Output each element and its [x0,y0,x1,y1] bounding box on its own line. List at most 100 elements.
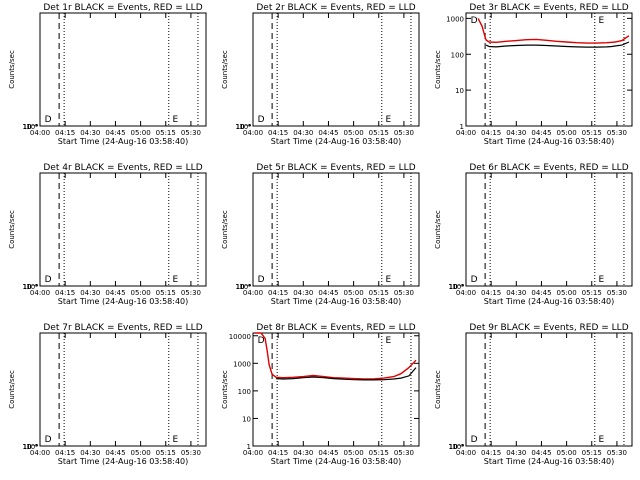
y-tick-label: 10⁻⁵ [236,283,252,291]
x-tick-label: 04:15 [268,289,288,297]
panel-4: Det 4r BLACK = Events, RED = LLD 10⁰10⁻¹1… [8,163,207,306]
x-tick-label: 04:30 [293,449,313,457]
y-tick-label: 10⁻⁴ [449,283,465,291]
x-tick-label: 04:15 [55,129,75,137]
y-tick-label: 10⁻¹ [23,123,39,131]
panel-1: Det 1r BLACK = Events, RED = LLD 10⁰10⁻¹1… [8,3,207,146]
y-tick-label: 10000 [229,333,251,341]
lld-series-line [255,332,417,380]
y-tick-label: 10⁻³ [23,443,39,451]
y-tick-label: 10⁻⁴ [23,123,39,131]
x-tick-label: 04:15 [481,129,501,137]
x-tick-label: 04:45 [105,289,125,297]
x-tick-label: 05:15 [582,449,602,457]
x-tick-label: 05:30 [181,129,201,137]
x-tick-label: 04:45 [531,129,551,137]
x-tick-label: 05:15 [582,289,602,297]
x-tick-label: 05:15 [156,289,176,297]
y-tick-label: 10⁻³ [23,123,39,131]
y-tick-label: 10⁻⁴ [23,443,39,451]
y-tick-label: 10⁻³ [23,283,39,291]
y-tick-label: 10⁻² [236,123,252,131]
y-tick-label: 10⁻⁶ [449,283,465,291]
plot-frame [465,172,633,287]
y-tick-label: 10⁻¹ [449,283,465,291]
x-tick-label: 05:00 [557,129,577,137]
x-tick-label: 04:00 [456,289,476,297]
y-tick-label: 100 [238,388,251,396]
y-tick-label: 10⁻¹ [23,283,39,291]
x-tick-label: 04:00 [243,289,263,297]
marker-label: D [258,275,265,285]
y-tick-label: 10⁻⁵ [23,123,39,131]
x-axis-label: Start Time (24-Aug-16 03:58:40) [484,297,615,306]
y-axis-label: Counts/sec [8,370,16,409]
x-tick-label: 04:15 [481,289,501,297]
plot-frame [39,332,207,447]
x-tick-label: 04:30 [293,289,313,297]
marker-label: D [471,275,478,285]
y-tick-label: 10⁻⁶ [23,283,39,291]
x-axis-label: Start Time (24-Aug-16 03:58:40) [484,457,615,466]
y-tick-label: 10⁻⁵ [449,443,465,451]
panel-5: Det 5r BLACK = Events, RED = LLD 10⁰10⁻¹1… [221,163,420,306]
y-tick-label: 10⁻³ [236,123,252,131]
panel-title: Det 5r BLACK = Events, RED = LLD [256,163,415,173]
y-tick-label: 10⁻² [449,283,465,291]
x-tick-label: 04:45 [105,449,125,457]
y-axis-label: Counts/sec [434,210,442,249]
marker-label: E [172,115,178,125]
y-tick-label: 10⁻³ [449,443,465,451]
plot-frame [252,332,420,447]
x-tick-label: 04:45 [318,449,338,457]
y-tick-label: 10⁻⁵ [23,283,39,291]
plot-frame [39,172,207,287]
y-tick-label: 10⁻⁶ [23,123,39,131]
x-tick-label: 04:30 [80,289,100,297]
x-tick-label: 04:00 [30,449,50,457]
x-tick-label: 05:00 [557,289,577,297]
panel-title: Det 9r BLACK = Events, RED = LLD [469,323,628,333]
y-tick-label: 10⁻² [449,443,465,451]
x-tick-label: 04:00 [30,289,50,297]
y-axis-label: Counts/sec [221,370,229,409]
x-tick-label: 05:30 [607,289,627,297]
x-tick-label: 05:00 [131,449,151,457]
y-tick-label: 10⁰ [452,283,464,291]
plot-frame [465,12,633,127]
y-tick-label: 10⁻⁴ [236,283,252,291]
x-tick-label: 05:00 [131,289,151,297]
x-tick-label: 05:00 [344,129,364,137]
y-tick-label: 100 [451,51,464,59]
y-tick-label: 10⁰ [452,443,464,451]
marker-label: D [45,115,52,125]
marker-label: D [258,336,265,346]
y-tick-label: 10⁻³ [236,283,252,291]
x-tick-label: 05:30 [181,449,201,457]
x-tick-label: 04:45 [318,129,338,137]
x-tick-label: 05:30 [394,449,414,457]
x-tick-label: 04:00 [456,129,476,137]
panel-8: Det 8r BLACK = Events, RED = LLD 1 10 100 10… [221,323,420,466]
x-tick-label: 05:30 [607,449,627,457]
x-axis-label: Start Time (24-Aug-16 03:58:40) [271,457,402,466]
x-axis-label: Start Time (24-Aug-16 03:58:40) [484,137,615,146]
panel-title: Det 6r BLACK = Events, RED = LLD [469,163,628,173]
x-tick-label: 04:45 [318,289,338,297]
marker-label: E [598,275,604,285]
panel-title: Det 3r BLACK = Events, RED = LLD [469,3,628,13]
y-axis-label: Counts/sec [221,50,229,89]
panel-2: Det 2r BLACK = Events, RED = LLD 10⁰10⁻¹1… [221,3,420,146]
x-tick-label: 04:15 [55,289,75,297]
panel-9: Det 9r BLACK = Events, RED = LLD 10⁰10⁻¹1… [434,323,633,466]
y-tick-label: 10⁻¹ [449,443,465,451]
y-tick-label: 1000 [446,15,464,23]
x-axis-label: Start Time (24-Aug-16 03:58:40) [271,137,402,146]
x-tick-label: 05:15 [369,129,389,137]
y-tick-label: 10⁻¹ [236,283,252,291]
events-series-line [485,41,630,48]
x-axis-label: Start Time (24-Aug-16 03:58:40) [58,457,189,466]
panel-title: Det 4r BLACK = Events, RED = LLD [43,163,202,173]
x-axis-label: Start Time (24-Aug-16 03:58:40) [58,297,189,306]
marker-label: E [172,275,178,285]
